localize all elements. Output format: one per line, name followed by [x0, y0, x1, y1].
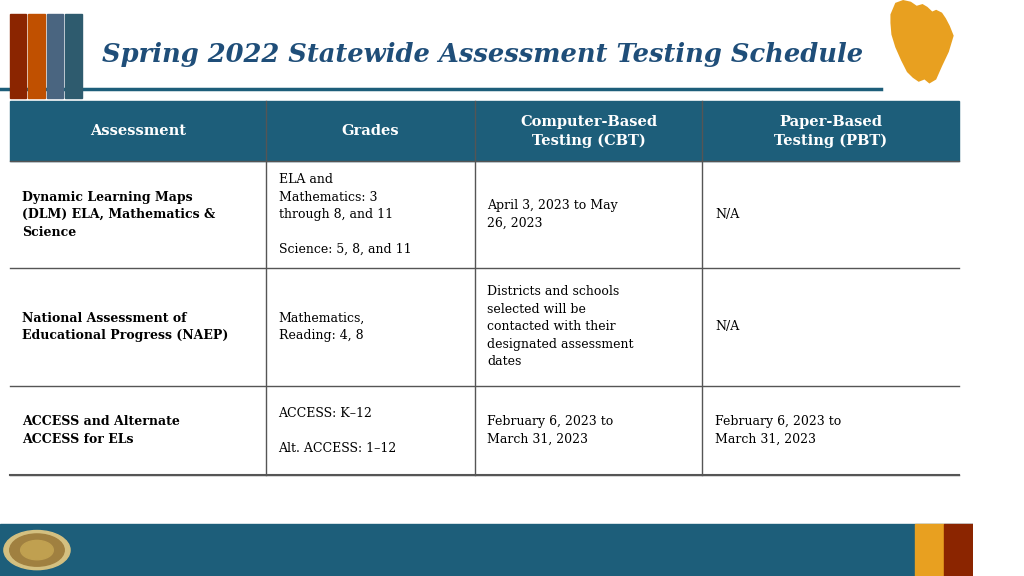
Text: National Assessment of
Educational Progress (NAEP): National Assessment of Educational Progr… [23, 312, 228, 342]
Bar [0, 524, 973, 576]
Text: Spring 2022 Statewide Assessment Testing Schedule: Spring 2022 Statewide Assessment Testing… [102, 42, 863, 67]
Text: Spring 2023 District Test and Technology Coordinator Training: Spring 2023 District Test and Technology… [80, 544, 482, 556]
Text: Districts and schools
selected will be
contacted with their
designated assessmen: Districts and schools selected will be c… [487, 285, 634, 369]
Text: ELA and
Mathematics: 3
through 8, and 11

Science: 5, 8, and 11: ELA and Mathematics: 3 through 8, and 11… [279, 173, 412, 256]
Text: N/A: N/A [715, 208, 739, 221]
Bar [10, 268, 958, 386]
Text: ACCESS and Alternate
ACCESS for ELs: ACCESS and Alternate ACCESS for ELs [23, 415, 180, 446]
Text: Mathematics,
Reading: 4, 8: Mathematics, Reading: 4, 8 [279, 312, 365, 342]
Text: February 6, 2023 to
March 31, 2023: February 6, 2023 to March 31, 2023 [715, 415, 842, 446]
Text: February 6, 2023 to
March 31, 2023: February 6, 2023 to March 31, 2023 [487, 415, 613, 446]
Bar [29, 14, 45, 98]
Bar [10, 14, 27, 98]
Text: Assessment: Assessment [90, 124, 185, 138]
Bar [944, 524, 973, 576]
Circle shape [4, 530, 70, 570]
Bar [66, 14, 82, 98]
Text: N/A: N/A [715, 320, 739, 334]
Bar [10, 161, 958, 268]
Polygon shape [891, 0, 953, 84]
Circle shape [20, 540, 53, 560]
Text: ACCESS: K–12

Alt. ACCESS: 1–12: ACCESS: K–12 Alt. ACCESS: 1–12 [279, 407, 397, 454]
Text: Computer-Based
Testing (CBT): Computer-Based Testing (CBT) [520, 115, 657, 147]
Bar [47, 14, 63, 98]
Bar [10, 101, 958, 161]
Text: Paper-Based
Testing (PBT): Paper-Based Testing (PBT) [774, 115, 887, 147]
Text: Dynamic Learning Maps
(DLM) ELA, Mathematics &
Science: Dynamic Learning Maps (DLM) ELA, Mathema… [23, 191, 216, 238]
Text: April 3, 2023 to May
26, 2023: April 3, 2023 to May 26, 2023 [487, 199, 618, 230]
Circle shape [10, 534, 65, 566]
Text: Grades: Grades [341, 124, 399, 138]
Bar [914, 524, 944, 576]
Bar [10, 386, 958, 475]
